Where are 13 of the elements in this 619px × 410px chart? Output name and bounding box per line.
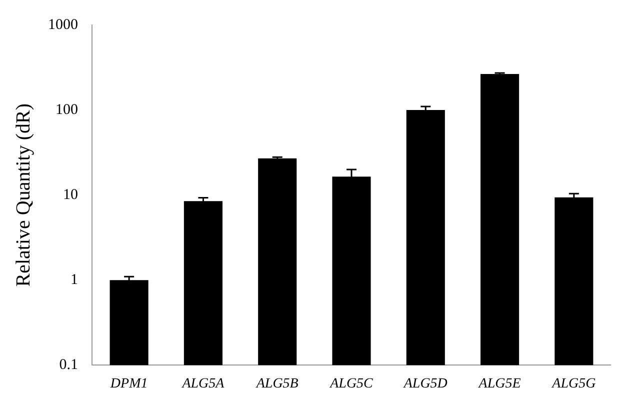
x-tick-label: ALG5B bbox=[255, 376, 299, 392]
x-tick-label: ALG5D bbox=[402, 376, 448, 392]
y-tick-label: 100 bbox=[56, 102, 78, 118]
x-tick-label: DPM1 bbox=[109, 376, 148, 392]
x-tick-label: ALG5G bbox=[551, 376, 596, 392]
x-tick-label: ALG5E bbox=[478, 376, 522, 392]
y-tick-label: 1 bbox=[70, 272, 78, 288]
x-tick-label: ALG5C bbox=[329, 376, 374, 392]
y-tick-label: 1000 bbox=[48, 16, 78, 33]
y-tick-label: 0.1 bbox=[59, 357, 78, 374]
y-axis-title: Relative Quantity (dR) bbox=[12, 103, 34, 287]
x-tick-label: ALG5A bbox=[181, 376, 225, 392]
y-tick-label: 10 bbox=[63, 187, 78, 204]
